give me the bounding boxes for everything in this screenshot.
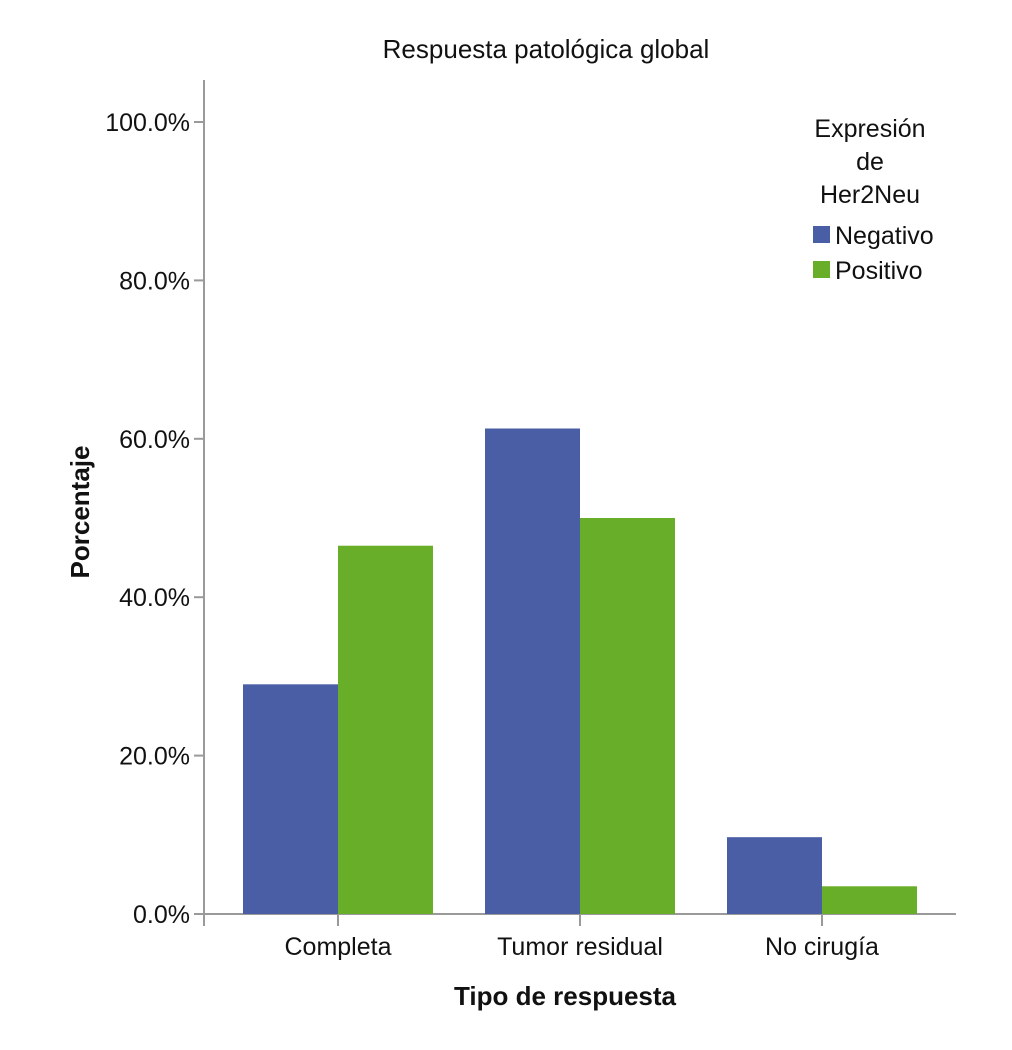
legend-label-negativo: Negativo bbox=[835, 222, 934, 250]
legend-title-line-3: Her2Neu bbox=[820, 181, 920, 209]
bar-negativo-2 bbox=[727, 837, 822, 914]
legend-swatch-negativo bbox=[813, 226, 830, 243]
y-tick-label: 0.0% bbox=[133, 901, 190, 929]
chart-title: Respuesta patológica global bbox=[383, 34, 710, 64]
y-tick-label: 40.0% bbox=[119, 584, 190, 612]
legend-title-line-2: de bbox=[856, 148, 884, 176]
y-axis-label: Porcentaje bbox=[65, 446, 95, 579]
y-tick-label: 60.0% bbox=[119, 426, 190, 454]
x-tick-label: Completa bbox=[285, 933, 392, 961]
x-tick-label: Tumor residual bbox=[497, 933, 663, 961]
bar-positivo-2 bbox=[822, 886, 917, 914]
bars-group bbox=[243, 428, 917, 914]
legend-label-positivo: Positivo bbox=[835, 257, 923, 285]
legend: Expresión de Her2Neu Negativo Positivo bbox=[813, 115, 934, 285]
bar-positivo-0 bbox=[338, 545, 433, 914]
bar-negativo-1 bbox=[485, 428, 580, 914]
x-axis-label: Tipo de respuesta bbox=[454, 981, 677, 1011]
bar-positivo-1 bbox=[580, 518, 675, 914]
legend-title-line-1: Expresión bbox=[814, 115, 925, 143]
y-tick-label: 20.0% bbox=[119, 743, 190, 771]
y-tick-label: 80.0% bbox=[119, 267, 190, 295]
y-tick-label: 100.0% bbox=[105, 109, 190, 137]
x-tick-label: No cirugía bbox=[765, 933, 879, 961]
bar-negativo-0 bbox=[243, 684, 338, 914]
legend-swatch-positivo bbox=[813, 261, 830, 278]
x-axis-ticks: Completa Tumor residual No cirugía bbox=[285, 914, 879, 961]
y-axis-ticks: 0.0% 20.0% 40.0% 60.0% 80.0% 100.0% bbox=[105, 109, 204, 929]
